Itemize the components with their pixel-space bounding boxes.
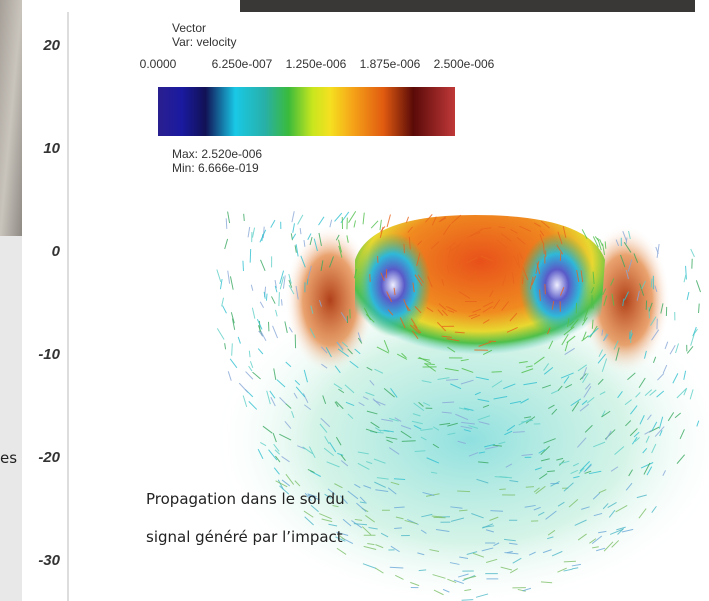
vector-arrow: [371, 221, 378, 228]
vector-arrow: [394, 528, 402, 529]
vector-arrow: [691, 334, 694, 345]
vector-arrow: [248, 227, 250, 237]
vector-arrow: [335, 213, 342, 221]
y-tick-label: -30: [38, 552, 60, 569]
vector-arrow: [696, 280, 700, 292]
vector-arrow: [225, 239, 228, 249]
vector-arrow: [605, 241, 606, 248]
legend-max: Max: 2.520e-006: [172, 147, 262, 161]
vector-arrow: [230, 359, 237, 368]
legend-title: Vector: [172, 21, 206, 35]
vector-arrow: [222, 298, 224, 307]
top-photo-strip: [240, 0, 695, 12]
vector-arrow: [490, 511, 503, 512]
vector-arrow: [253, 228, 255, 238]
vector-arrow: [225, 343, 226, 349]
vector-arrow: [560, 253, 561, 261]
vector-arrow: [281, 299, 282, 305]
y-tick-label: 0: [52, 243, 61, 260]
caption-line: signal généré par l’impact: [146, 528, 343, 546]
vector-arrow: [380, 220, 381, 230]
vector-arrow: [319, 217, 325, 225]
vector-arrow: [547, 471, 555, 472]
side-fragment: es: [0, 449, 17, 467]
scale-label: 2.500e-006: [434, 57, 495, 71]
stone-texture: [0, 0, 22, 236]
vortex: [519, 233, 595, 337]
visualization: Vector Var: velocity Max: 2.520e-006 Min…: [0, 0, 709, 601]
scale-label: 1.250e-006: [286, 57, 347, 71]
page: Vector Var: velocity Max: 2.520e-006 Min…: [0, 0, 709, 601]
vector-arrow: [259, 321, 260, 332]
vector-arrow: [293, 223, 295, 232]
vector-arrow: [363, 213, 364, 225]
legend-min: Min: 6.666e-019: [172, 161, 259, 175]
vector-arrow: [492, 372, 502, 373]
y-tick-label: 10: [43, 140, 60, 157]
vortex: [355, 233, 431, 337]
vector-arrow: [592, 320, 593, 329]
caption-line: Propagation dans le sol du: [146, 490, 345, 508]
vector-arrow: [238, 337, 240, 344]
vector-arrow: [226, 218, 227, 229]
vector-arrow: [260, 302, 263, 308]
vector-arrow: [593, 298, 594, 309]
vector-arrow: [217, 269, 221, 281]
vector-arrow: [699, 304, 700, 313]
vector-arrow: [469, 248, 477, 249]
vector-arrow: [244, 214, 245, 221]
vector-arrow: [271, 296, 275, 303]
vector-arrow: [252, 308, 254, 319]
vector-arrow: [266, 294, 267, 301]
vector-arrow: [217, 328, 224, 339]
vector-arrow: [457, 491, 470, 492]
vector-arrow: [691, 249, 695, 257]
vector-arrow: [280, 277, 283, 290]
vector-arrow: [271, 220, 275, 228]
vector-arrow: [276, 310, 278, 317]
vector-arrow: [687, 292, 689, 300]
vector-arrow: [402, 441, 416, 442]
scale-label: 6.250e-007: [212, 57, 273, 71]
vector-arrow: [261, 260, 266, 271]
y-tick-label: 20: [42, 37, 60, 54]
scale-label: 1.875e-006: [360, 57, 421, 71]
scale-label: 0.0000: [140, 57, 177, 71]
y-tick-label: -10: [38, 346, 60, 363]
vector-arrow: [232, 343, 233, 355]
y-tick-label: -20: [38, 449, 60, 466]
vector-arrow: [293, 234, 296, 239]
vector-arrow: [230, 276, 233, 289]
vector-arrow: [228, 271, 230, 284]
vector-arrow: [251, 285, 253, 291]
vector-arrow: [684, 275, 686, 282]
color-bar: [158, 87, 455, 136]
vector-arrow: [526, 487, 534, 488]
vector-arrow: [354, 220, 355, 227]
vector-arrow: [249, 351, 250, 357]
vector-arrow: [300, 228, 301, 234]
legend-variable: Var: velocity: [172, 35, 236, 49]
vector-arrow: [291, 233, 292, 240]
vector-arrow: [243, 261, 244, 271]
vector-arrow: [348, 211, 355, 222]
vector-arrow: [298, 215, 303, 225]
vector-arrow: [223, 306, 227, 314]
vector-arrow: [228, 212, 230, 224]
side-panel: [0, 236, 22, 601]
vector-arrow: [462, 600, 474, 601]
vector-arrow: [564, 561, 576, 562]
vector-arrow: [387, 214, 390, 226]
vector-arrow: [649, 307, 650, 318]
vector-arrow: [262, 234, 263, 241]
vector-arrow: [292, 211, 294, 222]
